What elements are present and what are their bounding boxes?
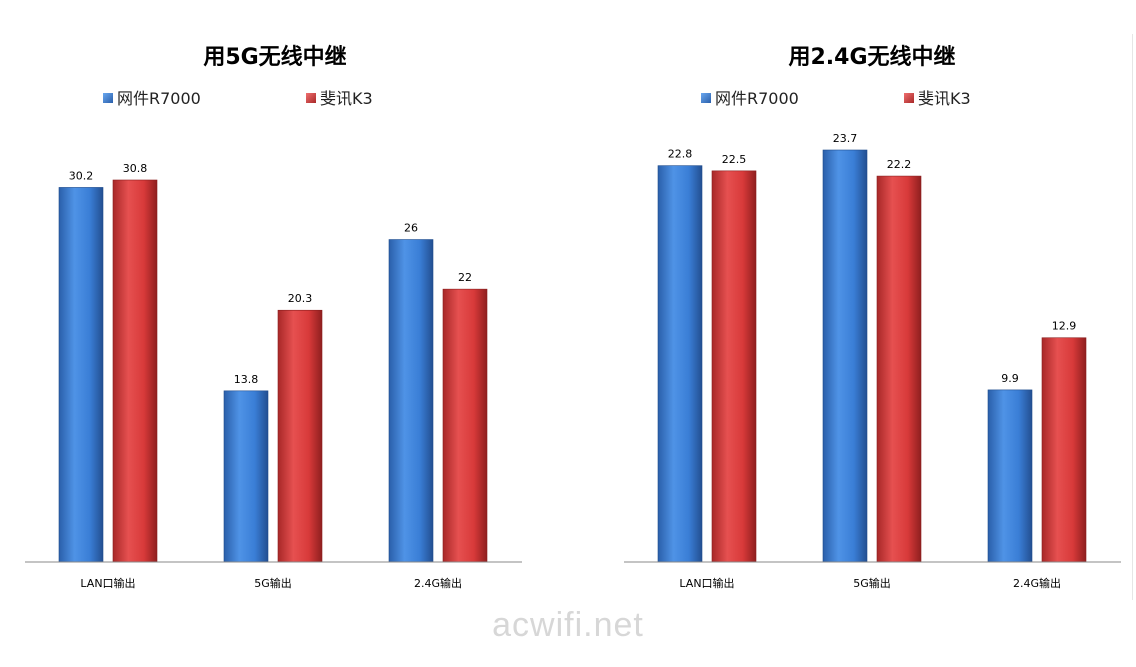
legend-swatch-k3 bbox=[904, 93, 914, 103]
data-label: 26 bbox=[404, 222, 418, 235]
x-tick-label: 5G输出 bbox=[254, 576, 292, 590]
chart-title: 用2.4G无线中继 bbox=[788, 44, 955, 70]
bar-r7000 bbox=[58, 187, 104, 563]
bar-k3 bbox=[1041, 337, 1087, 563]
chart-5g-relay: 用5G无线中继 网件R7000 斐讯K3 30.2 30.8 LAN口输出 13.8 2… bbox=[25, 44, 522, 590]
plot-area: 30.2 30.8 LAN口输出 13.8 20.3 5G输出 26 22 2.4G输出 bbox=[58, 162, 488, 590]
data-label: 30.2 bbox=[69, 169, 94, 182]
bar-k3 bbox=[876, 175, 922, 563]
bar-r7000 bbox=[987, 389, 1033, 563]
bar-k3 bbox=[112, 179, 158, 563]
x-tick-label: LAN口输出 bbox=[679, 576, 734, 590]
legend-label-r7000: 网件R7000 bbox=[715, 89, 799, 108]
chart-2-4g-relay: 用2.4G无线中继 网件R7000 斐讯K3 22.8 22.5 LAN口输出 23.… bbox=[624, 44, 1121, 590]
x-tick-label: 5G输出 bbox=[853, 576, 891, 590]
bar-r7000 bbox=[657, 165, 703, 563]
legend-label-k3: 斐讯K3 bbox=[918, 89, 971, 108]
divider bbox=[1132, 34, 1133, 600]
bar-k3 bbox=[277, 309, 323, 563]
legend-swatch-r7000 bbox=[701, 93, 711, 103]
data-label: 23.7 bbox=[833, 132, 858, 145]
x-tick-label: 2.4G输出 bbox=[1013, 576, 1061, 590]
x-tick-label: LAN口输出 bbox=[80, 576, 135, 590]
bar-r7000 bbox=[822, 149, 868, 563]
data-label: 30.8 bbox=[123, 162, 148, 175]
legend-swatch-k3 bbox=[306, 93, 316, 103]
bar-r7000 bbox=[223, 390, 269, 563]
data-label: 20.3 bbox=[288, 292, 313, 305]
plot-area: 22.8 22.5 LAN口输出 23.7 22.2 5G输出 9.9 12.9 2.4G输出 bbox=[657, 132, 1087, 590]
legend: 网件R7000 斐讯K3 bbox=[701, 89, 971, 108]
legend: 网件R7000 斐讯K3 bbox=[103, 89, 373, 108]
bar-r7000 bbox=[388, 239, 434, 563]
watermark: acwifi.net bbox=[492, 606, 644, 644]
chart-title: 用5G无线中继 bbox=[203, 44, 346, 70]
data-label: 9.9 bbox=[1001, 372, 1019, 385]
x-tick-label: 2.4G输出 bbox=[414, 576, 462, 590]
data-label: 22.2 bbox=[887, 158, 912, 171]
data-label: 12.9 bbox=[1052, 320, 1077, 333]
legend-label-k3: 斐讯K3 bbox=[320, 89, 373, 108]
bar-k3 bbox=[442, 288, 488, 563]
data-label: 22.8 bbox=[668, 148, 693, 161]
legend-swatch-r7000 bbox=[103, 93, 113, 103]
data-label: 13.8 bbox=[234, 373, 259, 386]
legend-label-r7000: 网件R7000 bbox=[117, 89, 201, 108]
data-label: 22 bbox=[458, 271, 472, 284]
data-label: 22.5 bbox=[722, 153, 747, 166]
bar-k3 bbox=[711, 170, 757, 563]
